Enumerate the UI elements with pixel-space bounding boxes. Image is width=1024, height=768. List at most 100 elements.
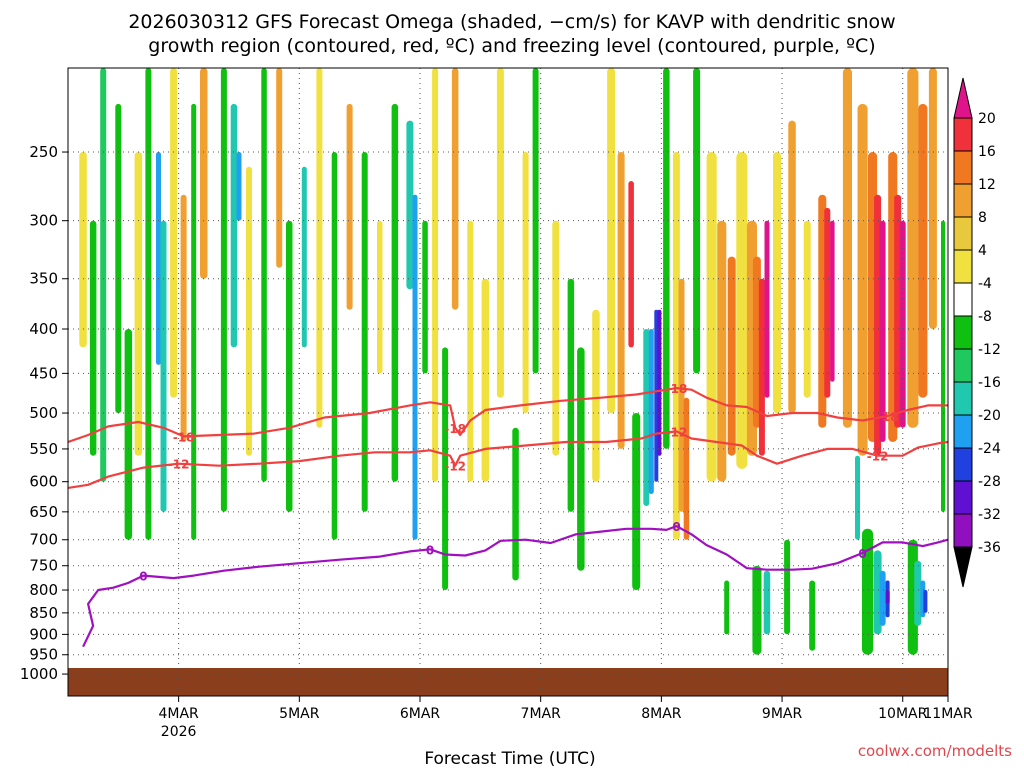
omega-blob: [261, 68, 267, 482]
omega-blob: [717, 220, 727, 482]
chart-title-line2: growth region (contoured, red, ºC) and f…: [148, 35, 875, 57]
omega-blob: [391, 103, 399, 482]
omega-blob: [885, 590, 890, 604]
omega-blob: [809, 580, 816, 651]
omega-blob: [286, 220, 293, 512]
dendritic-minus12-contour-label: -12: [168, 458, 190, 472]
dendritic-minus18-contour-label: -18: [444, 422, 466, 436]
omega-blob: [170, 68, 178, 398]
omega-blob: [160, 220, 167, 512]
terrain-ground: [68, 668, 948, 696]
colorbar-label: -20: [978, 408, 1001, 424]
colorbar-label: -32: [978, 507, 1001, 523]
colorbar-label: -28: [978, 474, 1001, 490]
omega-blob: [377, 220, 383, 374]
omega-blob: [879, 220, 886, 442]
omega-blob: [842, 68, 852, 428]
colorbar-swatch: [953, 249, 973, 284]
omega-blob: [567, 278, 575, 512]
credit-text: coolwx.com/modelts: [858, 742, 1012, 760]
omega-blob: [628, 181, 634, 348]
freezing-level-contour: [82, 525, 949, 648]
omega-blob: [894, 194, 902, 428]
omega-blob: [522, 152, 529, 413]
colorbar-label: -4: [978, 276, 992, 292]
freezing-level-contour-label: 0: [672, 520, 680, 534]
omega-blob: [230, 103, 238, 348]
y-tick-label: 250: [29, 143, 58, 161]
omega-blob: [899, 220, 906, 428]
omega-blob: [683, 397, 690, 540]
omega-blob: [862, 528, 874, 655]
x-tick-label: 9MAR: [762, 706, 803, 722]
colorbar-label: 16: [978, 144, 996, 160]
colorbar-label: 8: [978, 210, 987, 226]
omega-blob: [706, 152, 717, 482]
omega-blob: [276, 68, 283, 268]
dendritic-minus12-contour: [67, 430, 949, 489]
colorbar-label: -8: [978, 309, 992, 325]
omega-blob: [648, 329, 654, 494]
x-axis-title: Forecast Time (UTC): [424, 749, 595, 768]
omega-blob: [191, 103, 197, 540]
omega-blob: [672, 152, 680, 540]
omega-blob: [663, 68, 670, 449]
freezing-level-contour-label: 0: [139, 570, 147, 584]
grid-lines: [68, 68, 948, 696]
colorbar-top-arrow: [953, 77, 973, 119]
y-tick-label: 700: [29, 531, 58, 549]
omega-blob: [678, 278, 685, 512]
color-scale: 20 16 12 8 4 -4 -8 -12 -16 -20 -24 -28 -32 -36: [953, 77, 1001, 588]
colorbar-swatch: [953, 216, 973, 251]
colorbar-swatch: [953, 150, 973, 185]
y-tick-label: 350: [29, 270, 58, 288]
y-tick-label: 550: [29, 440, 58, 458]
colorbar-bottom-arrow: [953, 546, 973, 588]
omega-blob: [552, 220, 560, 456]
omega-blob: [316, 68, 323, 428]
omega-blob: [346, 103, 353, 310]
omega-blob: [928, 68, 937, 329]
chart-title-line1: 2026030312 GFS Forecast Omega (shaded, −…: [128, 11, 895, 33]
omega-blob: [156, 152, 161, 365]
dendritic-minus18-contour-label: -18: [666, 382, 688, 396]
plot-frame: [67, 67, 949, 697]
omega-blob: [617, 152, 625, 449]
y-tick-label: 500: [29, 404, 58, 422]
freezing-level-contour-label: 0: [426, 543, 434, 557]
omega-blob: [246, 166, 252, 456]
colorbar-label: -12: [978, 342, 1001, 358]
omega-blob: [693, 68, 701, 374]
omega-blob: [914, 560, 922, 626]
y-tick-label: 600: [29, 473, 58, 491]
y-tick-label: 300: [29, 212, 58, 230]
omega-blob: [592, 309, 600, 482]
x-tick-year: 2026: [161, 724, 197, 740]
colorbar-label: 4: [978, 243, 987, 259]
omega-blob: [442, 347, 449, 590]
omega-blob: [406, 120, 414, 290]
omega-blob: [79, 152, 87, 348]
x-tick-label: 11MAR: [923, 706, 972, 722]
colorbar-swatch: [953, 414, 973, 449]
omega-blob: [657, 309, 662, 456]
omega-blob: [451, 68, 459, 310]
x-tick-label: 4MAR: [158, 706, 199, 722]
omega-blob: [236, 152, 242, 221]
omega-blob: [857, 103, 868, 456]
colorbar-swatch: [953, 447, 973, 482]
omega-blob: [200, 68, 208, 279]
dendritic-minus18-contour-label: -18: [877, 410, 899, 424]
omega-blob: [89, 220, 97, 456]
y-tick-label: 750: [29, 557, 58, 575]
omega-blob: [784, 539, 791, 635]
colorbar-swatch: [953, 513, 973, 548]
omega-blob: [532, 68, 539, 374]
omega-blob: [577, 347, 585, 571]
omega-blob: [145, 68, 152, 540]
omega-blob: [432, 68, 439, 482]
omega-blob: [758, 278, 765, 456]
y-axis-ticks: 250 300 350 400 450 500 550 600 650 700 750 800 850 9…: [20, 143, 68, 683]
colorbar-label: 12: [978, 177, 996, 193]
